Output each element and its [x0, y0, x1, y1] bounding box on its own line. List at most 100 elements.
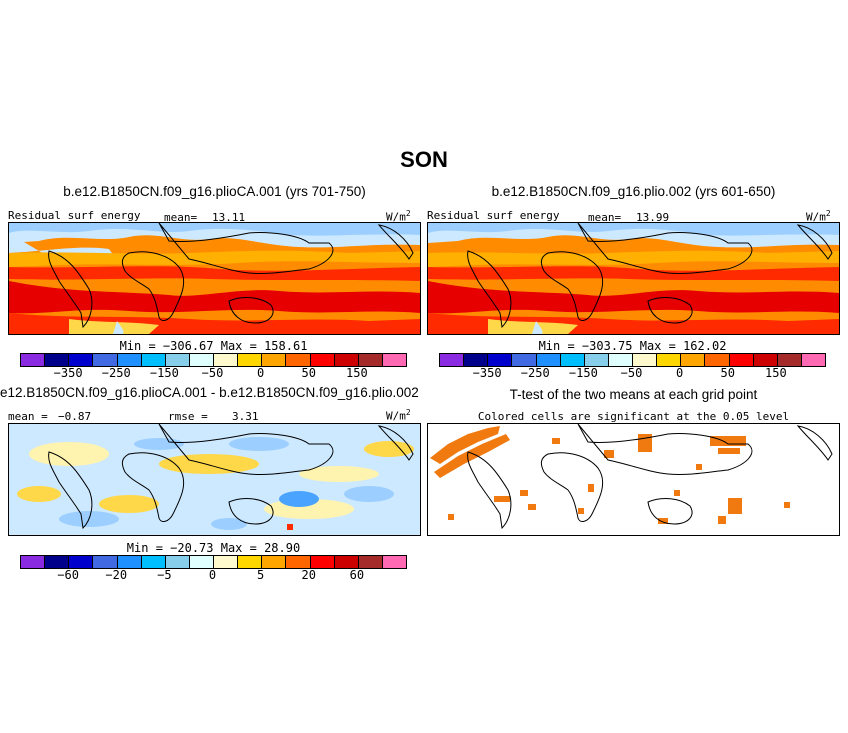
- colorbar-swatch: [165, 354, 190, 366]
- colorbar-swatch: [69, 354, 94, 366]
- panel-1-mean-value: 13.11: [212, 211, 246, 224]
- north-tropic-band: [428, 266, 839, 281]
- coastline-africa: [121, 452, 185, 522]
- colorbar-tick-label: 50: [720, 366, 735, 380]
- colorbar-swatch: [69, 556, 94, 568]
- colorbar-swatch: [608, 354, 633, 366]
- colorbar-swatch: [21, 556, 46, 568]
- colorbar-tick-label: 0: [676, 366, 684, 380]
- colorbar-swatch: [310, 354, 335, 366]
- colorbar-swatch: [93, 556, 118, 568]
- coastline-africa: [540, 452, 604, 522]
- significant-cell: [718, 516, 726, 524]
- colorbar-tick-label: −350: [472, 366, 502, 380]
- diff-patch: [29, 442, 109, 466]
- colorbar-tick-label: −5: [157, 568, 172, 582]
- colorbar-swatch: [286, 354, 311, 366]
- significant-cells: [430, 426, 790, 524]
- panel-1-title: b.e12.B1850CN.f09_g16.plioCA.001 (yrs 70…: [63, 184, 366, 199]
- significant-cell: [588, 484, 594, 492]
- significant-cell: [674, 490, 680, 496]
- colorbar-swatch: [358, 354, 383, 366]
- coastline-south-america: [48, 250, 93, 329]
- colorbar-swatch: [584, 354, 609, 366]
- panel-2-colorbar: [439, 353, 826, 367]
- page-title: SON: [400, 147, 448, 172]
- panel-3-units: W/m2: [386, 408, 411, 423]
- colorbar-swatch: [382, 354, 406, 366]
- panel-2-map: [427, 222, 840, 335]
- colorbar-tick-label: 5: [257, 568, 265, 582]
- north-blue-band: [428, 223, 839, 236]
- colorbar-tick-label: 20: [301, 568, 316, 582]
- colorbar-tick-label: 150: [346, 366, 368, 380]
- colorbar-swatch: [657, 354, 682, 366]
- coastline-eurasia: [158, 223, 334, 274]
- significant-cell: [604, 450, 614, 458]
- diff-patch: [99, 495, 159, 513]
- colorbar-swatch: [536, 354, 561, 366]
- significant-cell: [520, 490, 528, 496]
- panel-2-units: W/m2: [806, 209, 831, 224]
- colorbar-swatch: [488, 354, 513, 366]
- south-cold-patch: [532, 321, 543, 334]
- coastline-north-america: [796, 224, 833, 260]
- colorbar-swatch: [310, 556, 335, 568]
- significant-cell: [552, 438, 560, 444]
- colorbar-swatch: [214, 556, 239, 568]
- colorbar-swatch: [238, 556, 263, 568]
- panel-2-variable-label: Residual surf energy: [427, 209, 560, 222]
- panel-1-colorbar-labels: −350 −250 −150 −50 0 50 150: [20, 366, 405, 382]
- panel-4-subtitle: Colored cells are significant at the 0.0…: [477, 410, 790, 423]
- panel-3-colorbar: [20, 555, 407, 569]
- significant-cell: [658, 518, 668, 524]
- colorbar-swatch: [165, 556, 190, 568]
- coastline-australia: [228, 498, 274, 525]
- colorbar-tick-label: −50: [201, 366, 224, 380]
- diff-patch: [134, 438, 184, 450]
- significant-cell: [434, 434, 510, 478]
- south-tropic-band: [9, 281, 420, 314]
- panel-1-minmax: Min = −306.67 Max = 158.61: [119, 339, 308, 353]
- panel-1-map: [8, 222, 421, 335]
- panel-2-minmax: Min = −303.75 Max = 162.02: [538, 339, 727, 353]
- colorbar-tick-label: −50: [620, 366, 643, 380]
- colorbar-swatch: [464, 354, 489, 366]
- coastline-north-america: [796, 425, 833, 461]
- colorbar-tick-label: −150: [568, 366, 598, 380]
- panel-3-mean-value: −0.87: [58, 410, 92, 423]
- coastline-eurasia: [577, 424, 753, 475]
- colorbar-tick-label: 150: [765, 366, 787, 380]
- south-atlantic-patch: [69, 319, 159, 334]
- panel-3-minmax: Min = −20.73 Max = 28.90: [126, 541, 301, 555]
- colorbar-swatch: [189, 556, 214, 568]
- colorbar-swatch: [117, 354, 142, 366]
- colorbar-swatch: [753, 354, 778, 366]
- diff-patch: [211, 518, 247, 530]
- significant-cell: [528, 504, 536, 510]
- diff-patch: [287, 524, 293, 530]
- diff-patch: [229, 437, 289, 451]
- colorbar-swatch: [705, 354, 730, 366]
- coastline-eurasia: [158, 424, 334, 475]
- colorbar-swatch: [560, 354, 585, 366]
- colorbar-tick-label: −20: [105, 568, 128, 582]
- panel-3-title: e12.B1850CN.f09_g16.plioCA.001 - b.e12.B…: [0, 385, 419, 400]
- coastline-south-america: [467, 451, 512, 530]
- panel-1-units: W/m2: [386, 209, 411, 224]
- colorbar-swatch: [238, 354, 263, 366]
- colorbar-tick-label: 50: [301, 366, 316, 380]
- panel-3-map: [8, 423, 421, 536]
- colorbar-tick-label: −60: [57, 568, 79, 582]
- colorbar-swatch: [286, 556, 311, 568]
- significant-cell: [638, 434, 652, 452]
- panel-2-colorbar-labels: −350 −250 −150 −50 0 50 150: [439, 366, 824, 382]
- north-blue-band: [9, 223, 420, 236]
- south-cold-patch: [113, 321, 124, 334]
- colorbar-swatch: [117, 556, 142, 568]
- colorbar-tick-label: −150: [149, 366, 179, 380]
- colorbar-swatch: [93, 354, 118, 366]
- significant-cell: [784, 502, 790, 508]
- colorbar-swatch: [334, 354, 359, 366]
- north-subtropic-band: [428, 250, 839, 267]
